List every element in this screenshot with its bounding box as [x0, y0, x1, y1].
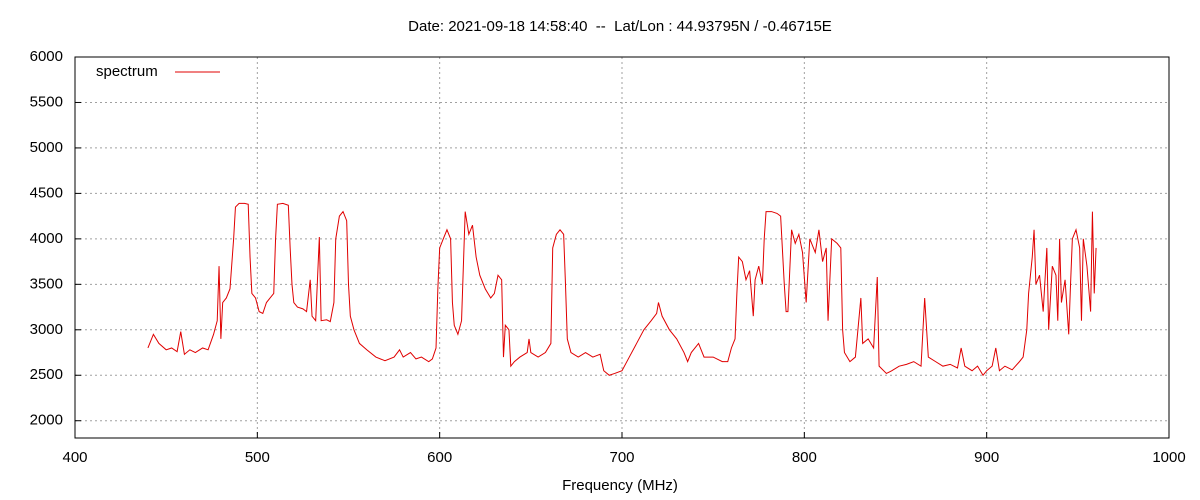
spectrum-line	[147, 202, 1097, 377]
y-tick-label: 2500	[30, 366, 63, 383]
y-tick-label: 3000	[30, 321, 63, 338]
plot-frame	[74, 56, 1170, 439]
y-tick-label: 4000	[30, 230, 63, 247]
x-tick-label: 800	[792, 449, 817, 466]
x-tick-label: 500	[245, 449, 270, 466]
x-tick-label: 900	[974, 449, 999, 466]
x-tick-label: 1000	[1152, 449, 1185, 466]
y-tick-label: 2000	[30, 412, 63, 429]
y-tick-label: 5500	[30, 93, 63, 110]
x-tick-label: 400	[62, 449, 87, 466]
x-tick-label: 600	[427, 449, 452, 466]
y-tick-label: 3500	[30, 275, 63, 292]
x-tick-label: 700	[609, 449, 634, 466]
chart-title: Date: 2021-09-18 14:58:40 -- Lat/Lon : 4…	[408, 18, 832, 35]
y-tick-label: 6000	[30, 48, 63, 65]
y-tick-label: 4500	[30, 184, 63, 201]
legend-label: spectrum	[96, 63, 158, 80]
x-axis-label: Frequency (MHz)	[562, 477, 678, 494]
y-tick-label: 5000	[30, 139, 63, 156]
